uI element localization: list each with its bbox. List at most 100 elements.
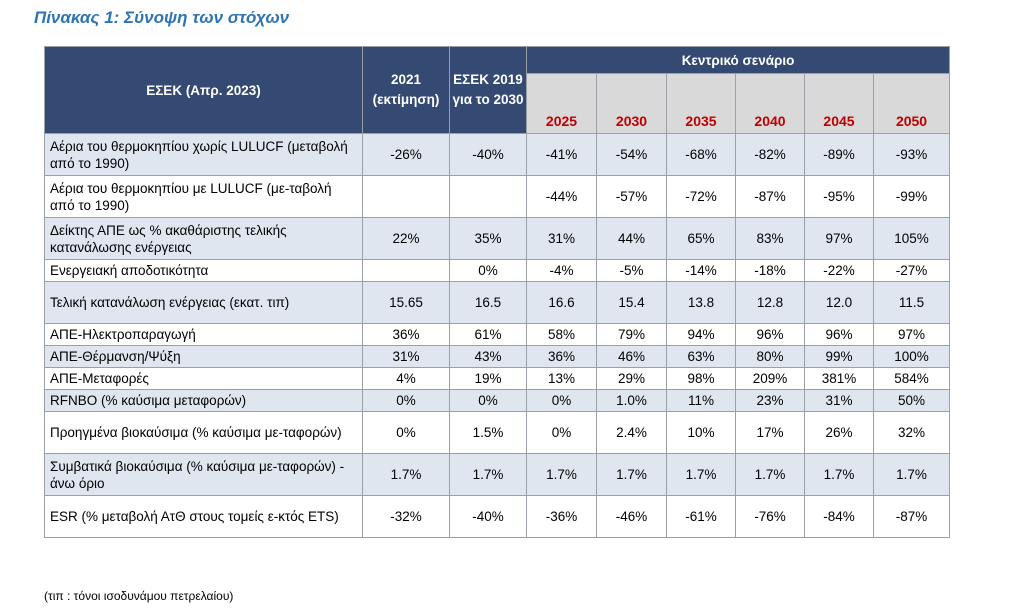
table-row: Προηγμένα βιοκαύσιμα (% καύσιμα με-ταφορ… bbox=[44, 411, 951, 454]
header-year: 2040 bbox=[735, 73, 805, 134]
cell-value: 31% bbox=[804, 389, 874, 412]
cell-2021: 15.65 bbox=[362, 281, 450, 324]
row-label: ESR (% μεταβολή ΑτΘ στους τομείς ε-κτός … bbox=[44, 495, 363, 538]
cell-value: -99% bbox=[872, 175, 951, 218]
cell-esek-2019 bbox=[449, 175, 527, 218]
row-label: Ενεργειακή αποδοτικότητα bbox=[44, 259, 363, 282]
cell-value: 16.6 bbox=[526, 281, 597, 324]
row-label: Τελική κατανάλωση ενέργειας (εκατ. τιπ) bbox=[44, 281, 363, 324]
header-plan: ΕΣΕΚ (Απρ. 2023) bbox=[44, 46, 363, 134]
cell-esek-2019: -40% bbox=[449, 495, 527, 538]
cell-value: -89% bbox=[804, 133, 874, 176]
cell-value: 584% bbox=[872, 367, 951, 390]
row-label: ΑΠΕ-Θέρμανση/Ψύξη bbox=[44, 345, 363, 368]
table-row: Ενεργειακή αποδοτικότητα 0% -4% -5% -14% -18%… bbox=[44, 259, 951, 282]
cell-value: -95% bbox=[804, 175, 874, 218]
cell-value: 31% bbox=[526, 217, 597, 260]
cell-esek-2019: 1.5% bbox=[449, 411, 527, 454]
cell-esek-2019: 43% bbox=[449, 345, 527, 368]
cell-value: 12.8 bbox=[735, 281, 805, 324]
cell-value: -27% bbox=[872, 259, 951, 282]
row-label: Αέρια του θερμοκηπίου με LULUCF (με-ταβο… bbox=[44, 175, 363, 218]
cell-value: 0% bbox=[526, 389, 597, 412]
table-row: RFNBO (% καύσιμα μεταφορών) 0% 0% 0% 1.0% 11%… bbox=[44, 389, 951, 412]
cell-value: 1.0% bbox=[596, 389, 667, 412]
cell-esek-2019: 0% bbox=[449, 259, 527, 282]
cell-value: 44% bbox=[596, 217, 667, 260]
cell-2021: 4% bbox=[362, 367, 450, 390]
cell-value: 1.7% bbox=[872, 453, 951, 496]
cell-value: 1.7% bbox=[596, 453, 667, 496]
cell-value: -4% bbox=[526, 259, 597, 282]
cell-value: -44% bbox=[526, 175, 597, 218]
cell-value: 0% bbox=[526, 411, 597, 454]
cell-value: 1.7% bbox=[666, 453, 736, 496]
cell-value: -61% bbox=[666, 495, 736, 538]
cell-2021: 0% bbox=[362, 389, 450, 412]
table-row: ΑΠΕ-Ηλεκτροπαραγωγή 36% 61% 58% 79% 94% 96% 96%… bbox=[44, 323, 951, 346]
cell-value: 97% bbox=[804, 217, 874, 260]
table-row: Τελική κατανάλωση ενέργειας (εκατ. τιπ) 1… bbox=[44, 281, 951, 324]
row-label: Δείκτης ΑΠΕ ως % ακαθάριστης τελικής κατ… bbox=[44, 217, 363, 260]
header-2021: 2021 (εκτίμηση) bbox=[362, 46, 450, 134]
cell-value: 79% bbox=[596, 323, 667, 346]
cell-value: 381% bbox=[804, 367, 874, 390]
header-year: 2050 bbox=[872, 73, 951, 134]
table-row: Συμβατικά βιοκαύσιμα (% καύσιμα με-ταφορ… bbox=[44, 453, 951, 496]
cell-value: 1.7% bbox=[735, 453, 805, 496]
cell-value: -36% bbox=[526, 495, 597, 538]
cell-2021 bbox=[362, 259, 450, 282]
cell-value: 11% bbox=[666, 389, 736, 412]
row-label: Προηγμένα βιοκαύσιμα (% καύσιμα με-ταφορ… bbox=[44, 411, 363, 454]
cell-2021 bbox=[362, 175, 450, 218]
cell-value: 1.7% bbox=[804, 453, 874, 496]
cell-value: -87% bbox=[872, 495, 951, 538]
cell-value: 17% bbox=[735, 411, 805, 454]
cell-value: 58% bbox=[526, 323, 597, 346]
cell-value: 36% bbox=[526, 345, 597, 368]
cell-esek-2019: 19% bbox=[449, 367, 527, 390]
cell-value: -22% bbox=[804, 259, 874, 282]
cell-value: -14% bbox=[666, 259, 736, 282]
cell-2021: -26% bbox=[362, 133, 450, 176]
cell-2021: 1.7% bbox=[362, 453, 450, 496]
cell-value: 10% bbox=[666, 411, 736, 454]
cell-value: -5% bbox=[596, 259, 667, 282]
cell-value: 1.7% bbox=[526, 453, 597, 496]
header-year: 2025 bbox=[526, 73, 597, 134]
cell-value: 13.8 bbox=[666, 281, 736, 324]
cell-2021: 36% bbox=[362, 323, 450, 346]
cell-value: 11.5 bbox=[872, 281, 951, 324]
row-label: RFNBO (% καύσιμα μεταφορών) bbox=[44, 389, 363, 412]
header-central-scenario: Κεντρικό σενάριο bbox=[525, 46, 951, 74]
cell-esek-2019: 1.7% bbox=[449, 453, 527, 496]
cell-value: 46% bbox=[596, 345, 667, 368]
cell-value: 63% bbox=[666, 345, 736, 368]
header-year: 2030 bbox=[596, 73, 667, 134]
table-row: ΑΠΕ-Μεταφορές 4% 19% 13% 29% 98% 209% 381% 584% bbox=[44, 367, 951, 390]
table-row: Δείκτης ΑΠΕ ως % ακαθάριστης τελικής κατ… bbox=[44, 217, 951, 260]
cell-value: 97% bbox=[872, 323, 951, 346]
cell-value: 100% bbox=[872, 345, 951, 368]
cell-2021: -32% bbox=[362, 495, 450, 538]
cell-value: 209% bbox=[735, 367, 805, 390]
table-title: Πίνακας 1: Σύνοψη των στόχων bbox=[34, 8, 290, 27]
cell-esek-2019: 61% bbox=[449, 323, 527, 346]
cell-value: 2.4% bbox=[596, 411, 667, 454]
table-row: ESR (% μεταβολή ΑτΘ στους τομείς ε-κτός … bbox=[44, 495, 951, 538]
cell-value: 96% bbox=[804, 323, 874, 346]
row-label: Αέρια του θερμοκηπίου χωρίς LULUCF (μετα… bbox=[44, 133, 363, 176]
cell-value: -18% bbox=[735, 259, 805, 282]
cell-value: 99% bbox=[804, 345, 874, 368]
cell-value: 105% bbox=[872, 217, 951, 260]
cell-value: 65% bbox=[666, 217, 736, 260]
cell-value: -68% bbox=[666, 133, 736, 176]
cell-value: -46% bbox=[596, 495, 667, 538]
cell-2021: 31% bbox=[362, 345, 450, 368]
cell-value: 29% bbox=[596, 367, 667, 390]
targets-table: ΕΣΕΚ (Απρ. 2023) 2021 (εκτίμηση) ΕΣΕΚ 20… bbox=[44, 46, 951, 538]
row-label: ΑΠΕ-Μεταφορές bbox=[44, 367, 363, 390]
cell-value: -87% bbox=[735, 175, 805, 218]
cell-value: 94% bbox=[666, 323, 736, 346]
cell-value: -82% bbox=[735, 133, 805, 176]
